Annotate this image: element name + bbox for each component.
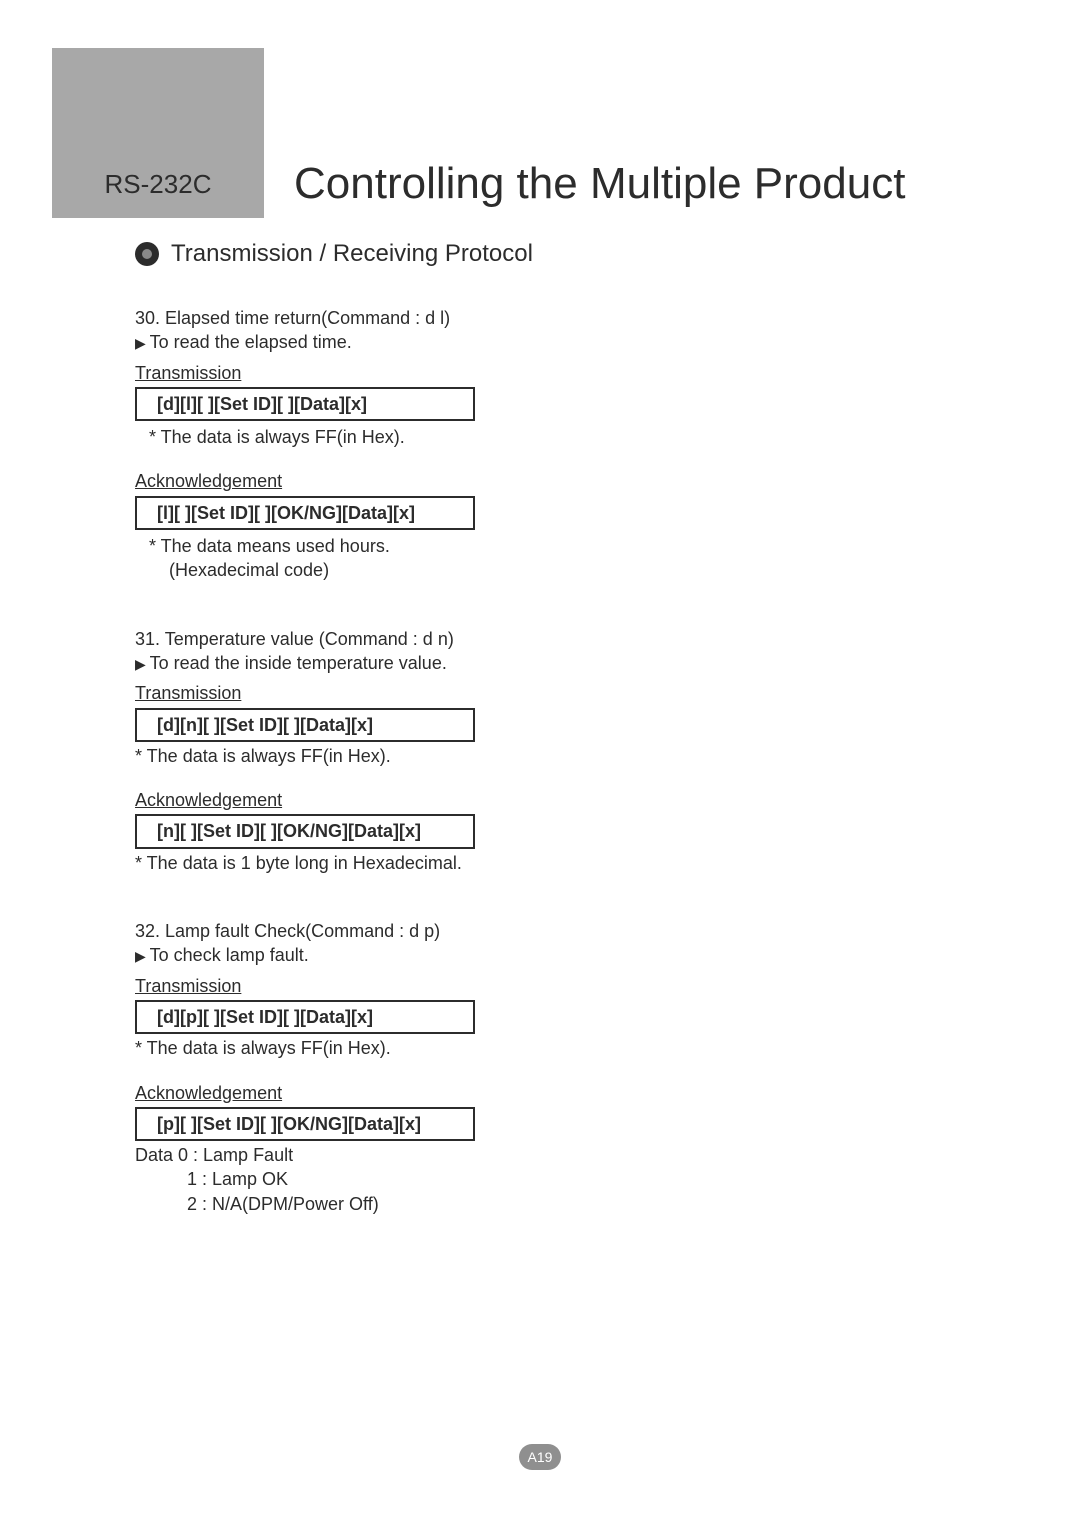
transmission-label: Transmission [135, 974, 241, 998]
transmission-label: Transmission [135, 681, 241, 705]
header-prefix: RS-232C [52, 169, 264, 200]
transmission-box: [d][l][ ][Set ID][ ][Data][x] [135, 387, 475, 421]
ack-data-values: Data 0 : Lamp Fault 1 : Lamp OK 2 : N/A(… [135, 1143, 895, 1216]
data-line: Data 0 : Lamp Fault [135, 1143, 895, 1167]
data-line: 1 : Lamp OK [135, 1167, 895, 1191]
ack-label: Acknowledgement [135, 788, 282, 812]
command-title: 31. Temperature value (Command : d n) [135, 627, 895, 651]
transmission-box: [d][p][ ][Set ID][ ][Data][x] [135, 1000, 475, 1034]
ack-label: Acknowledgement [135, 469, 282, 493]
command-title: 32. Lamp fault Check(Command : d p) [135, 919, 895, 943]
ack-note-2: (Hexadecimal code) [135, 558, 895, 582]
subheader-text: Transmission / Receiving Protocol [171, 240, 533, 268]
bullet-icon [135, 242, 159, 266]
transmission-note: * The data is always FF(in Hex). [135, 425, 895, 449]
ack-label: Acknowledgement [135, 1081, 282, 1105]
ack-box: [n][ ][Set ID][ ][OK/NG][Data][x] [135, 814, 475, 848]
command-title: 30. Elapsed time return(Command : d l) [135, 306, 895, 330]
command-desc: To read the inside temperature value. [135, 651, 895, 675]
section-subheader: Transmission / Receiving Protocol [135, 240, 533, 268]
transmission-label: Transmission [135, 361, 241, 385]
command-desc: To check lamp fault. [135, 943, 895, 967]
data-line: 2 : N/A(DPM/Power Off) [135, 1192, 895, 1216]
transmission-box: [d][n][ ][Set ID][ ][Data][x] [135, 708, 475, 742]
page-title: Controlling the Multiple Product [264, 159, 982, 209]
ack-box: [l][ ][Set ID][ ][OK/NG][Data][x] [135, 496, 475, 530]
ack-box: [p][ ][Set ID][ ][OK/NG][Data][x] [135, 1107, 475, 1141]
command-desc: To read the elapsed time. [135, 330, 895, 354]
ack-note-1: * The data means used hours. [135, 534, 895, 558]
ack-note-1: * The data is 1 byte long in Hexadecimal… [135, 851, 895, 875]
transmission-note: * The data is always FF(in Hex). [135, 1036, 895, 1060]
page-header: RS-232C Controlling the Multiple Product [52, 150, 982, 218]
transmission-note: * The data is always FF(in Hex). [135, 744, 895, 768]
page-number-badge: A19 [519, 1444, 561, 1470]
content-body: 30. Elapsed time return(Command : d l) T… [135, 300, 895, 1216]
